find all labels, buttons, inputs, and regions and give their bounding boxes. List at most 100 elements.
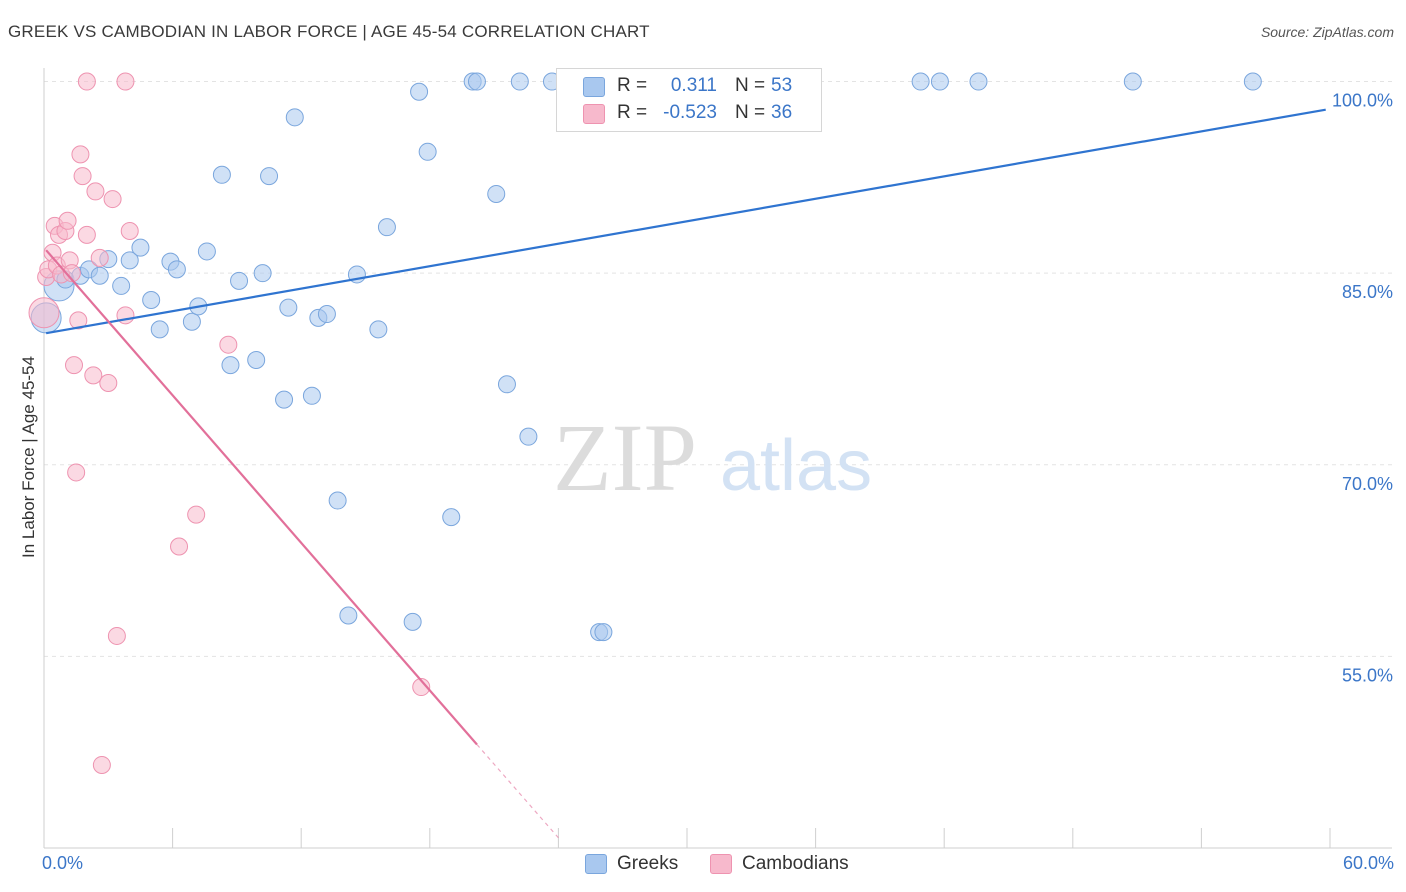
greek-point — [1123, 72, 1142, 91]
greeks-label: Greeks — [617, 853, 679, 874]
greek-point — [442, 508, 461, 527]
greek-point — [279, 298, 298, 317]
greek-trend-line — [45, 108, 1326, 335]
legend-row-greeks: R = 0.311 N = 53 — [557, 73, 821, 101]
cambodian-trend-extension — [476, 744, 559, 839]
correlation-legend: R = 0.311 N = 53 R = -0.523 N = 36 — [556, 68, 822, 132]
greek-point — [969, 72, 988, 91]
n-value: 53 — [771, 75, 793, 96]
greek-point — [221, 356, 240, 375]
greek-point — [112, 276, 131, 295]
greek-point — [911, 72, 930, 91]
trend-lines — [45, 108, 1326, 839]
greek-point — [377, 218, 396, 237]
cambodian-point — [58, 211, 77, 230]
greek-point — [410, 82, 429, 101]
greek-point — [90, 266, 109, 285]
y-tick-label: 100.0% — [1332, 91, 1393, 111]
greek-point — [253, 264, 272, 283]
cambodian-point — [219, 335, 238, 354]
greek-point — [182, 312, 201, 331]
greek-point — [142, 290, 161, 309]
greek-point — [403, 612, 422, 631]
n-value: 36 — [771, 102, 793, 123]
watermark-zip: ZIP — [553, 404, 697, 511]
cambodian-point — [77, 72, 96, 91]
greeks-swatch — [585, 854, 607, 874]
cambodians-label: Cambodians — [742, 853, 849, 874]
greek-point — [120, 251, 139, 270]
greek-point — [594, 623, 613, 642]
greek-point — [317, 305, 336, 324]
greek-point — [285, 108, 304, 127]
chart-title: GREEK VS CAMBODIAN IN LABOR FORCE | AGE … — [8, 22, 650, 41]
greeks-swatch — [583, 77, 605, 97]
greek-point — [167, 260, 186, 279]
greek-point — [197, 242, 216, 261]
greek-point — [930, 72, 949, 91]
data-points — [28, 72, 1262, 774]
greek-point — [328, 491, 347, 510]
cambodian-point — [107, 626, 126, 645]
watermark: ZIP atlas — [553, 404, 872, 511]
greek-point — [131, 238, 150, 257]
x-tick-label-min: 0.0% — [42, 853, 83, 873]
grid-lines — [44, 81, 1392, 657]
cambodian-point — [90, 248, 109, 267]
cambodian-point — [86, 182, 105, 201]
cambodian-point — [170, 537, 189, 556]
r-label: R = — [617, 102, 648, 123]
source-label: Source: ZipAtlas.com — [1260, 24, 1394, 40]
greek-point — [150, 320, 169, 339]
cambodian-point — [412, 678, 431, 697]
n-label: N = — [735, 75, 766, 96]
cambodian-point — [67, 463, 86, 482]
greek-point — [275, 390, 294, 409]
y-tick-label: 55.0% — [1342, 665, 1393, 685]
cambodian-point — [99, 374, 118, 393]
y-tick-labels: 55.0% 70.0% 85.0% 100.0% — [1332, 91, 1393, 686]
greek-point — [467, 72, 486, 91]
cambodian-point — [28, 297, 60, 329]
cambodian-point — [65, 356, 84, 375]
cambodian-point — [62, 264, 81, 283]
greek-point — [212, 165, 231, 184]
greek-point — [247, 351, 266, 370]
cambodian-point — [84, 366, 103, 385]
greek-point — [260, 167, 279, 186]
cambodians-swatch — [583, 104, 605, 124]
y-axis-label: In Labor Force | Age 45-54 — [19, 356, 38, 558]
cambodian-point — [77, 225, 96, 244]
cambodian-point — [103, 190, 122, 209]
cambodian-point — [116, 72, 135, 91]
greek-point — [418, 142, 437, 161]
greek-point — [339, 606, 358, 625]
r-value: -0.523 — [663, 102, 717, 123]
greek-point — [519, 427, 538, 446]
r-value: 0.311 — [670, 75, 717, 96]
greek-point — [487, 184, 506, 203]
greek-point — [1243, 72, 1262, 91]
greek-point — [369, 320, 388, 339]
greek-point — [302, 386, 321, 405]
y-tick-label: 85.0% — [1342, 282, 1393, 302]
r-label: R = — [617, 75, 648, 96]
cambodians-swatch — [710, 854, 732, 874]
greek-point — [510, 72, 529, 91]
axes — [43, 68, 1392, 849]
cambodian-point — [73, 167, 92, 186]
cambodian-point — [187, 505, 206, 524]
cambodian-point — [120, 222, 139, 241]
greek-point — [497, 375, 516, 394]
cambodian-point — [71, 145, 90, 164]
x-tick-label-max: 60.0% — [1343, 853, 1394, 873]
y-tick-label: 70.0% — [1342, 474, 1393, 494]
cambodian-trend-line — [45, 249, 478, 746]
cambodian-point — [92, 755, 111, 774]
cambodian-point — [69, 311, 88, 330]
greek-point — [230, 271, 249, 290]
legend-row-cambodians: R = -0.523 N = 36 — [557, 100, 821, 128]
watermark-atlas: atlas — [720, 426, 872, 506]
n-label: N = — [735, 102, 766, 123]
